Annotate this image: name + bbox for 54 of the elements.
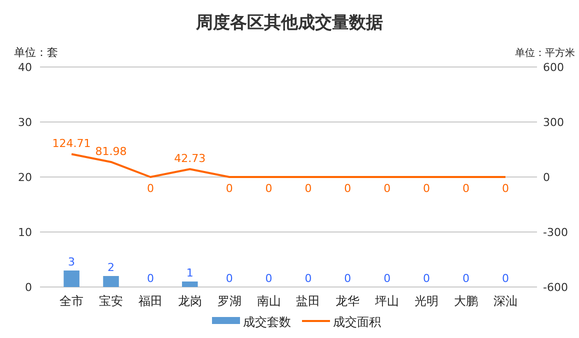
x-tick-label: 全市 [60,294,84,308]
data-label: 0 [462,272,470,285]
data-label: 0 [423,182,430,195]
y-tick-label: 20 [18,171,32,184]
data-label: 42.73 [174,152,206,166]
x-tick-label: 坪山 [374,294,400,308]
data-label: 0 [462,182,470,195]
data-label: 0 [304,182,312,195]
data-label: 0 [344,182,352,195]
data-label: 0 [502,272,509,285]
y2-tick-label: 0 [543,171,550,184]
data-label: 2 [108,261,114,274]
y-axis-title: 单位：套 [14,46,58,59]
data-label: 0 [304,272,312,285]
data-label: 1 [186,266,194,280]
y-tick-label: 0 [25,281,32,294]
data-label: 0 [344,272,352,285]
data-label: 0 [502,182,509,195]
data-label: 0 [265,272,272,285]
y2-axis-title: 单位：平方米 [515,47,575,59]
legend-label: 成交面积 [333,315,381,329]
data-label: 124.71 [52,137,91,150]
x-tick-label: 龙华 [336,294,360,308]
data-label: 0 [265,182,272,195]
data-label: 81.98 [95,144,127,158]
x-tick-label: 宝安 [99,294,123,308]
bar [103,276,119,287]
data-label: 0 [423,272,430,285]
y-tick-label: 40 [18,61,32,74]
x-tick-label: 龙岗 [178,294,202,308]
y2-tick-label: 300 [543,116,564,129]
data-label: 0 [384,272,391,285]
data-label: 0 [146,182,154,195]
legend-label: 成交套数 [243,315,291,329]
y2-tick-label: 600 [543,61,564,74]
data-label: 0 [384,182,391,195]
y-tick-label: 30 [18,116,32,129]
y2-tick-label: -300 [543,226,568,239]
x-tick-label: 大鹏 [454,294,478,308]
chart-title: 周度各区其他成交量数据 [195,13,383,33]
y2-tick-label: -600 [543,281,568,294]
data-label: 0 [226,182,233,195]
x-tick-label: 光明 [414,294,439,308]
x-tick-label: 深汕 [493,294,518,308]
bar [182,282,198,287]
x-tick-label: 罗湖 [217,294,242,308]
y-tick-label: 10 [18,226,32,239]
data-label: 3 [68,256,76,268]
x-tick-label: 盐田 [296,294,320,308]
data-label: 0 [146,272,154,285]
x-tick-label: 福田 [138,294,162,308]
bar [64,270,80,287]
x-tick-label: 南山 [256,294,281,308]
data-label: 0 [226,272,233,285]
